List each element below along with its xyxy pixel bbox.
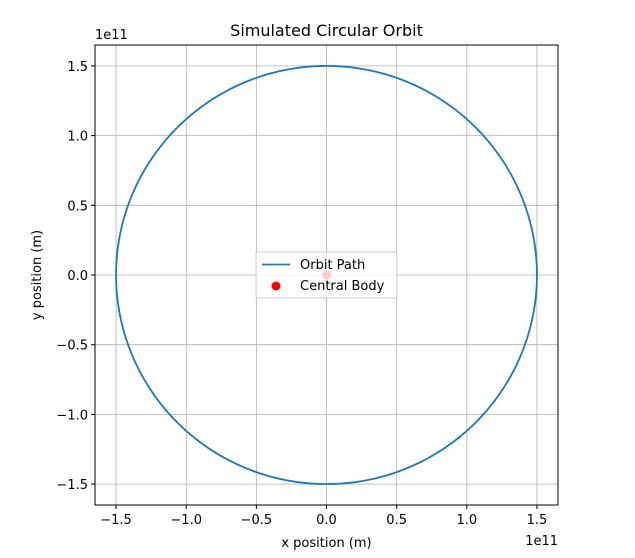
legend-central-body-label: Central Body xyxy=(300,279,385,294)
y-axis-offset-label: 1e11 xyxy=(95,28,128,43)
x-tick-label: −0.5 xyxy=(241,513,273,528)
y-tick-label: 0.5 xyxy=(67,199,88,214)
x-tick-label: 0.5 xyxy=(386,513,407,528)
legend-orbit-path-label: Orbit Path xyxy=(300,258,365,273)
ticks: −1.5 −1.0 −0.5 0.0 0.5 1.0 1.5 −1.5 −1.0 −0.5 0.0 0… xyxy=(56,60,547,528)
x-tick-label: 1.5 xyxy=(527,513,548,528)
x-axis-label: x position (m) xyxy=(281,536,371,551)
y-tick-label: 1.5 xyxy=(67,60,88,75)
y-tick-label: 1.0 xyxy=(67,130,88,145)
x-tick-label: 0.0 xyxy=(316,513,337,528)
x-tick-label: 1.0 xyxy=(456,513,477,528)
x-axis-offset-label: 1e11 xyxy=(525,534,558,549)
legend-central-body-swatch xyxy=(271,281,281,291)
y-tick-label: −0.5 xyxy=(56,339,88,354)
y-tick-label: −1.5 xyxy=(56,478,88,493)
orbit-path-line xyxy=(115,65,538,485)
y-tick-label: 0.0 xyxy=(67,269,88,284)
chart-title: Simulated Circular Orbit xyxy=(230,21,423,40)
legend: Orbit Path Central Body xyxy=(255,251,398,299)
y-tick-label: −1.0 xyxy=(56,408,88,423)
x-tick-label: −1.5 xyxy=(100,513,132,528)
legend-box xyxy=(255,251,398,299)
x-tick-label: −1.0 xyxy=(170,513,202,528)
y-axis-label: y position (m) xyxy=(30,230,45,320)
